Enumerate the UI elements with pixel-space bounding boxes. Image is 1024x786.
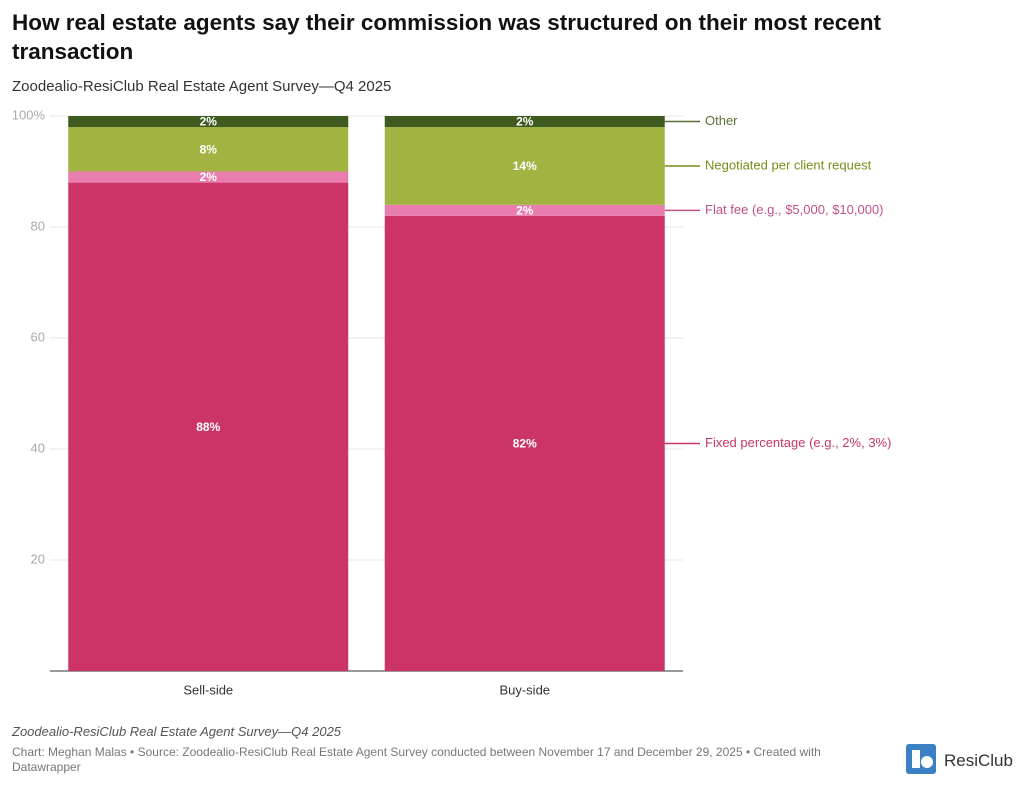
bar-segment [384, 116, 665, 128]
legend-label: Flat fee (e.g., $5,000, $10,000) [705, 202, 884, 217]
bar-segment [384, 215, 665, 671]
logo-text: ResiClub [944, 751, 1013, 770]
y-tick-label: 20 [31, 551, 45, 566]
value-label: 88% [196, 420, 220, 434]
value-label: 2% [200, 115, 218, 129]
footer-note: Zoodealio-ResiClub Real Estate Agent Sur… [12, 724, 342, 739]
value-label: 8% [200, 142, 218, 156]
legend-label: Fixed percentage (e.g., 2%, 3%) [705, 435, 891, 450]
x-tick-label: Buy-side [499, 682, 550, 697]
logo-icon [906, 744, 936, 774]
value-label: 2% [200, 170, 218, 184]
y-tick-label: 80 [31, 218, 45, 233]
legend-label: Other [705, 113, 738, 128]
x-tick-label: Sell-side [183, 682, 233, 697]
y-tick-label: 100% [12, 107, 46, 122]
y-tick-label: 60 [31, 329, 45, 344]
value-label: 82% [513, 437, 537, 451]
chart-title: How real estate agents say their commiss… [12, 10, 882, 64]
y-tick-label: 40 [31, 440, 45, 455]
value-label: 2% [516, 115, 534, 129]
value-label: 14% [513, 159, 537, 173]
chart-subtitle: Zoodealio-ResiClub Real Estate Agent Sur… [12, 78, 392, 95]
legend-label: Negotiated per client request [705, 157, 872, 172]
bar-segment [68, 171, 349, 183]
bar-segment [384, 127, 665, 205]
bar-segment [68, 182, 349, 671]
bar-segment [68, 127, 349, 172]
bar-segment [68, 116, 349, 128]
bar-segment [384, 204, 665, 216]
value-label: 2% [516, 204, 534, 218]
source: Chart: Meghan Malas • Source: Zoodealio-… [12, 745, 821, 774]
